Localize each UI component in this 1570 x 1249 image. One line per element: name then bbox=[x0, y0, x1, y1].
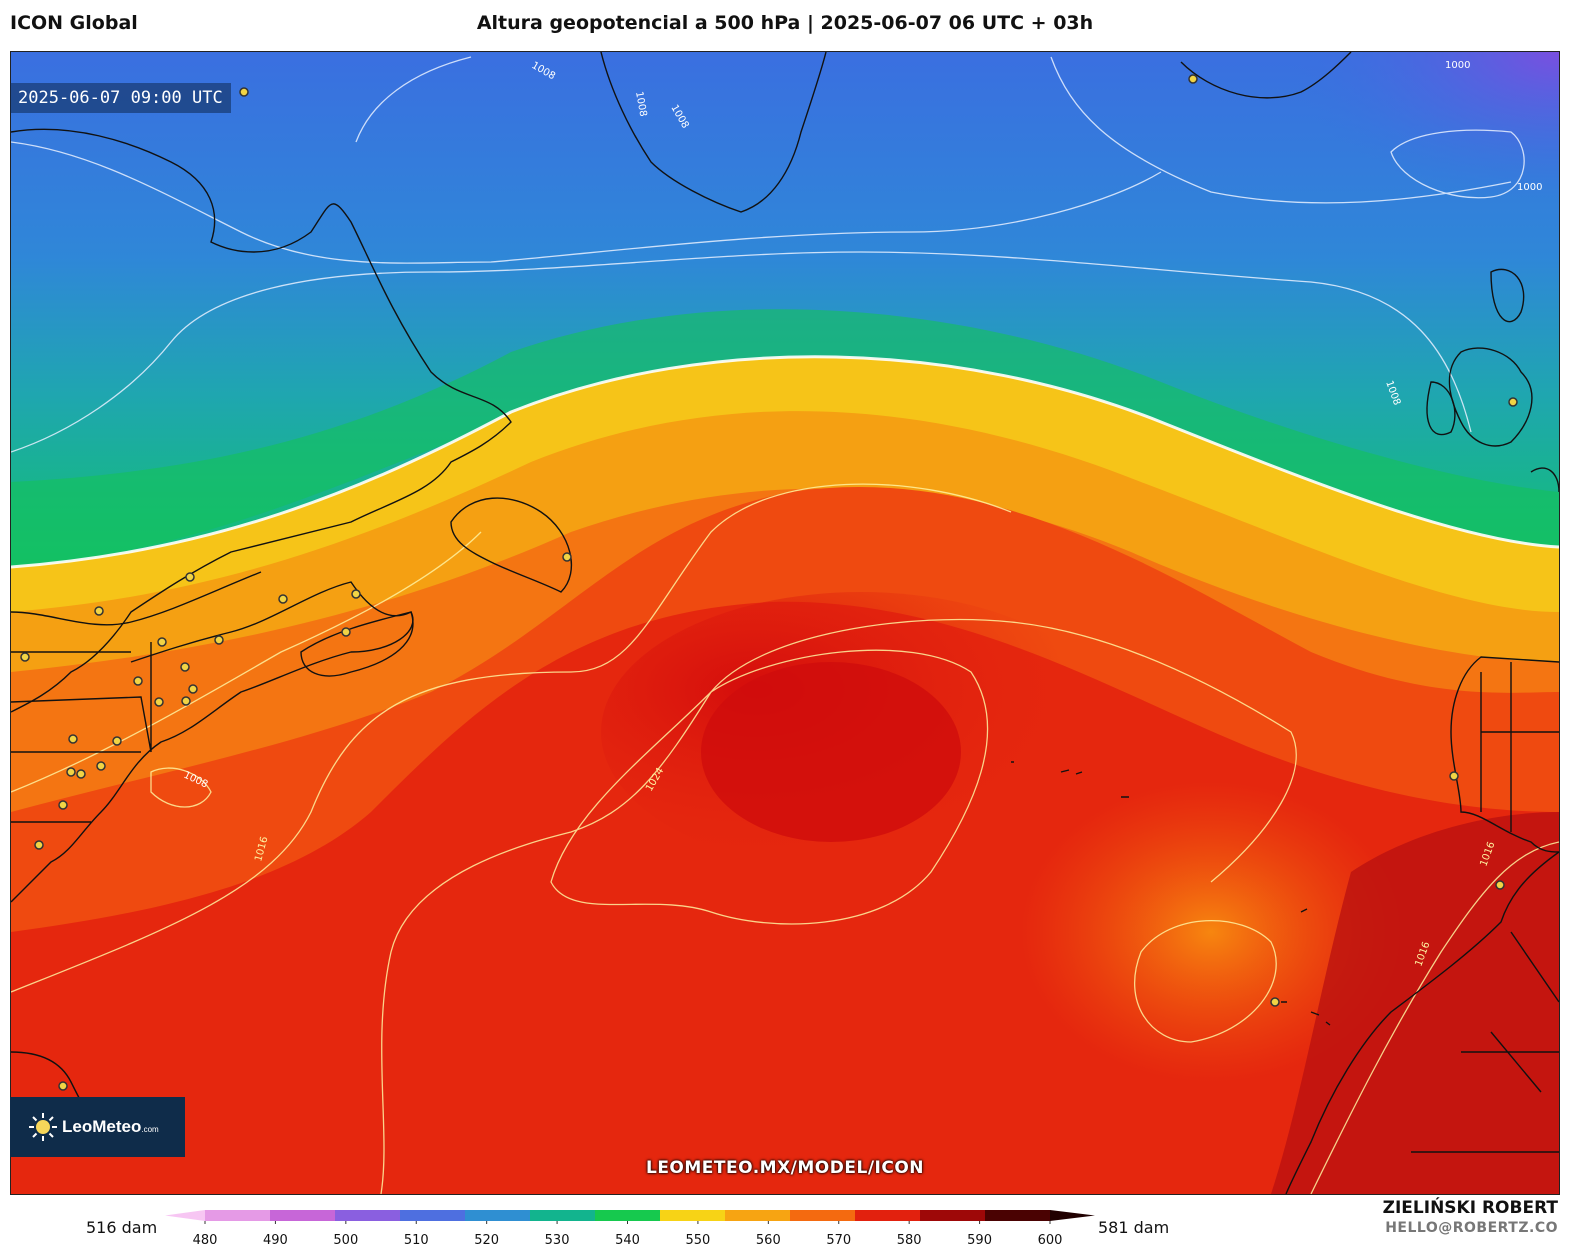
isobar-label: 1000 bbox=[1445, 60, 1470, 71]
sun-icon bbox=[29, 1113, 57, 1141]
upper-low-center bbox=[701, 662, 961, 842]
colorbar-arrow-left bbox=[165, 1210, 205, 1221]
isobar-label: 1000 bbox=[1517, 182, 1542, 193]
valid-time-label: 2025-06-07 09:00 UTC bbox=[10, 83, 231, 113]
colorbar-segment bbox=[660, 1210, 726, 1221]
logo-suffix: .com bbox=[141, 1125, 159, 1134]
colorbar-tick-label: 540 bbox=[615, 1233, 640, 1248]
watermark-url: LEOMETEO.MX/MODEL/ICON bbox=[645, 1158, 925, 1178]
colorbar-segment bbox=[985, 1210, 1051, 1221]
colorbar-tick-label: 530 bbox=[545, 1233, 570, 1248]
colorbar: 480 490 500 510 520 530 540 550 560 570 580 590 600 bbox=[165, 1210, 1095, 1248]
colorbar-segment bbox=[530, 1210, 596, 1221]
azores-high bbox=[1021, 782, 1401, 1082]
colorbar-tick-label: 500 bbox=[333, 1233, 358, 1248]
logo-name: LeoMeteo bbox=[62, 1117, 142, 1136]
city-markers bbox=[20, 74, 1518, 1091]
colorbar-tick-label: 480 bbox=[193, 1233, 218, 1248]
colorbar-tick-label: 580 bbox=[897, 1233, 922, 1248]
map-canvas: 1008 1008 1008 1000 1000 1008 1008 1024 … bbox=[11, 52, 1559, 1194]
chart-title: Altura geopotencial a 500 hPa | 2025-06-… bbox=[476, 12, 1094, 34]
africa-heat bbox=[1271, 812, 1559, 1194]
colorbar-arrow-right bbox=[1050, 1210, 1095, 1221]
colorbar-segment bbox=[205, 1210, 271, 1221]
legend-min-label: 516 dam bbox=[86, 1218, 158, 1237]
colorbar-segment bbox=[270, 1210, 336, 1221]
colorbar-segment bbox=[790, 1210, 856, 1221]
colorbar-tick-label: 560 bbox=[756, 1233, 781, 1248]
colorbar-segments bbox=[165, 1210, 1095, 1221]
author-name: ZIELIŃSKI ROBERT bbox=[1382, 1198, 1558, 1218]
colorbar-segment bbox=[725, 1210, 791, 1221]
logo-label: LeoMeteo.com bbox=[62, 1117, 159, 1137]
colorbar-tick-label: 510 bbox=[404, 1233, 429, 1248]
legend-max-label: 581 dam bbox=[1098, 1218, 1170, 1237]
jet-boundary bbox=[11, 355, 1559, 569]
colorbar-tick-labels: 480 490 500 510 520 530 540 550 560 570 580 590 600 bbox=[193, 1221, 1063, 1248]
isobars-south bbox=[11, 483, 1559, 1194]
isobar-label: 1008 bbox=[633, 91, 648, 118]
colorbar-segment bbox=[400, 1210, 466, 1221]
leometeo-logo[interactable]: LeoMeteo.com bbox=[10, 1097, 185, 1157]
model-name: ICON Global bbox=[10, 12, 138, 34]
author-email[interactable]: HELLO@ROBERTZ.CO bbox=[1385, 1220, 1558, 1236]
colorbar-tick-label: 550 bbox=[686, 1233, 711, 1248]
colorbar-tick-label: 520 bbox=[474, 1233, 499, 1248]
colorbar-tick-label: 570 bbox=[826, 1233, 851, 1248]
colorbar-tick-label: 590 bbox=[967, 1233, 992, 1248]
isobars-north bbox=[11, 56, 1525, 453]
colorbar-segment bbox=[595, 1210, 661, 1221]
colorbar-tick-label: 600 bbox=[1038, 1233, 1063, 1248]
colorbar-segment bbox=[855, 1210, 921, 1221]
coastlines bbox=[11, 52, 1559, 1194]
colorbar-segment bbox=[335, 1210, 401, 1221]
colorbar-segment bbox=[920, 1210, 986, 1221]
weather-map[interactable]: 1008 1008 1008 1000 1000 1008 1008 1024 … bbox=[10, 51, 1560, 1195]
colorbar-segment bbox=[465, 1210, 531, 1221]
colorbar-tick-label: 490 bbox=[263, 1233, 288, 1248]
